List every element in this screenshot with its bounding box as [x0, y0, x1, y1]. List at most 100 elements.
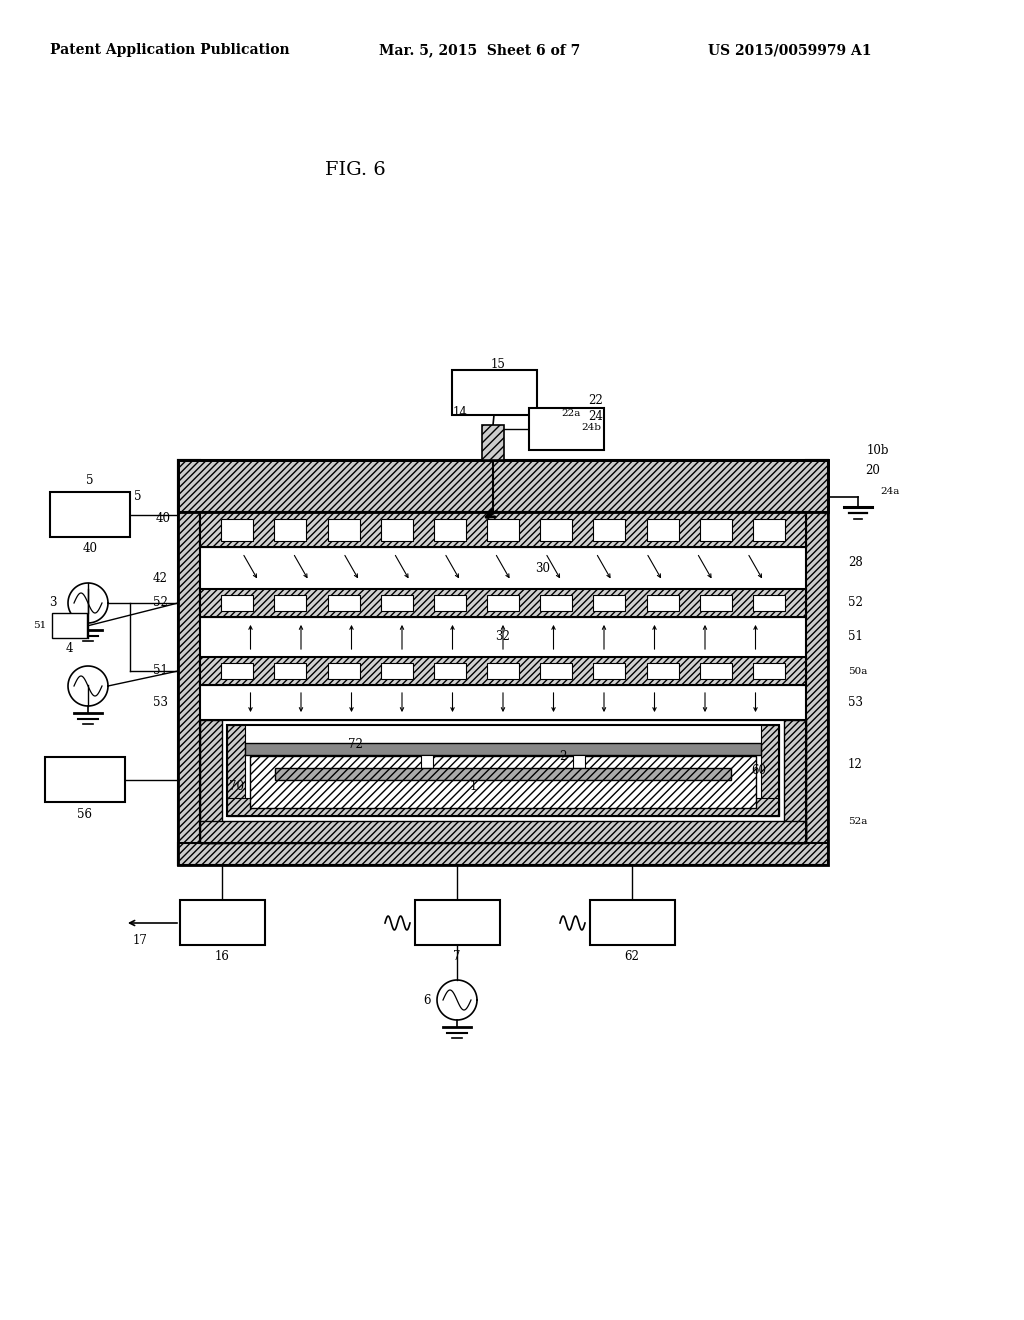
Text: 15: 15	[490, 359, 506, 371]
Bar	[593, 519, 626, 540]
Bar	[227, 725, 779, 816]
Bar	[646, 519, 679, 540]
Text: 24: 24	[589, 409, 603, 422]
Bar	[753, 519, 784, 540]
Bar	[45, 756, 125, 803]
Text: 42: 42	[153, 573, 168, 586]
Bar	[487, 519, 519, 540]
Bar	[200, 719, 222, 843]
Text: 50a: 50a	[848, 667, 867, 676]
Bar	[200, 719, 806, 843]
Bar	[200, 821, 806, 843]
Bar	[275, 768, 731, 780]
Bar	[227, 725, 245, 816]
Bar	[434, 519, 466, 540]
Bar	[482, 425, 504, 459]
Bar	[200, 657, 806, 685]
Bar	[274, 595, 306, 611]
Bar	[415, 900, 500, 945]
Text: 32: 32	[496, 631, 510, 644]
Text: 16: 16	[215, 950, 229, 964]
Text: 2: 2	[559, 750, 566, 763]
Bar	[699, 595, 732, 611]
Bar	[200, 512, 806, 546]
Bar	[200, 589, 806, 616]
Bar	[274, 519, 306, 540]
Bar	[541, 595, 572, 611]
Bar	[529, 408, 604, 450]
Bar	[227, 799, 779, 816]
Text: 6: 6	[423, 994, 431, 1006]
Text: 70: 70	[229, 780, 245, 792]
Bar	[178, 459, 828, 512]
Bar	[753, 595, 784, 611]
Text: 7: 7	[454, 950, 461, 964]
Text: Mar. 5, 2015  Sheet 6 of 7: Mar. 5, 2015 Sheet 6 of 7	[379, 44, 581, 57]
Text: 12: 12	[848, 758, 863, 771]
Bar	[381, 595, 413, 611]
Text: 20: 20	[865, 463, 881, 477]
Text: 53: 53	[848, 697, 863, 710]
Text: 22: 22	[589, 393, 603, 407]
Bar	[593, 595, 626, 611]
Text: 17: 17	[132, 935, 147, 948]
Bar	[699, 519, 732, 540]
Text: 14: 14	[453, 407, 467, 420]
Bar	[178, 459, 828, 865]
Text: 60: 60	[752, 764, 767, 777]
Bar	[487, 663, 519, 678]
Bar	[434, 595, 466, 611]
Bar	[50, 492, 130, 537]
Text: 4: 4	[66, 642, 73, 655]
Bar	[646, 595, 679, 611]
Bar	[381, 663, 413, 678]
Bar	[274, 663, 306, 678]
Bar	[541, 663, 572, 678]
Bar	[178, 843, 828, 865]
Bar	[699, 663, 732, 678]
Bar	[178, 459, 828, 512]
Text: 62: 62	[625, 950, 639, 964]
Bar	[487, 595, 519, 611]
Text: 22a: 22a	[561, 408, 581, 417]
Text: 56: 56	[78, 808, 92, 821]
Bar	[761, 725, 779, 816]
Text: 24b: 24b	[581, 424, 601, 433]
Bar	[806, 459, 828, 865]
Bar	[221, 663, 253, 678]
Bar	[178, 459, 200, 865]
Bar	[590, 900, 675, 945]
Text: 1: 1	[469, 780, 477, 792]
Bar	[593, 663, 626, 678]
Bar	[452, 370, 537, 414]
Bar	[52, 612, 87, 638]
Text: 40: 40	[83, 543, 97, 556]
Bar	[200, 512, 806, 546]
Text: US 2015/0059979 A1: US 2015/0059979 A1	[709, 44, 871, 57]
Text: 5: 5	[86, 474, 94, 487]
Bar	[573, 755, 585, 768]
Bar	[180, 900, 265, 945]
Text: 24a: 24a	[880, 487, 899, 496]
Bar	[328, 595, 359, 611]
Text: 52: 52	[153, 597, 168, 610]
Bar	[784, 719, 806, 843]
Bar	[328, 663, 359, 678]
Text: 3: 3	[49, 597, 56, 610]
Bar	[245, 743, 761, 755]
Bar	[328, 519, 359, 540]
Bar	[250, 756, 756, 808]
Bar	[221, 595, 253, 611]
Text: Patent Application Publication: Patent Application Publication	[50, 44, 290, 57]
Text: FIG. 6: FIG. 6	[325, 161, 385, 180]
Text: 51: 51	[34, 622, 47, 631]
Text: 52a: 52a	[848, 817, 867, 826]
Bar	[434, 663, 466, 678]
Bar	[221, 519, 253, 540]
Text: 40: 40	[156, 511, 171, 524]
Bar	[541, 519, 572, 540]
Text: 5: 5	[134, 491, 141, 503]
Text: 30: 30	[536, 561, 551, 574]
Bar	[381, 519, 413, 540]
Text: 51: 51	[153, 664, 168, 677]
